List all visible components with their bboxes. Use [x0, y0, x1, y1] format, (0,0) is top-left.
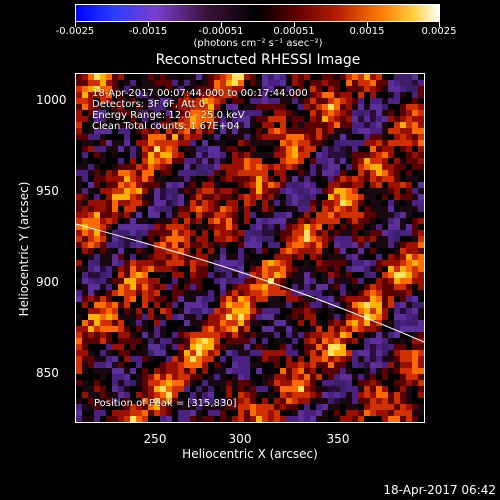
annotation-detectors: Detectors: 3F 6F, Att 0 [92, 99, 206, 110]
colorbar-tick [294, 22, 295, 27]
plot-title: Reconstructed RHESSI Image [155, 52, 361, 68]
x-tick-label: 300 [228, 432, 252, 446]
rhessi-image [76, 74, 424, 422]
colorbar-tick-label: 0.0025 [421, 26, 457, 37]
annotation-energy: Energy Range: 12.0 - 25.0 keV [92, 110, 245, 121]
y-tick-label: 950 [36, 184, 59, 198]
colorbar [75, 4, 440, 22]
colorbar-tick-label: -0.0025 [55, 26, 95, 37]
colorbar-tick-label: -0.00051 [198, 26, 244, 37]
plot-timestamp: 18-Apr-2017 06:42 [383, 483, 496, 497]
colorbar-tick [75, 22, 76, 27]
y-axis-title: Heliocentric Y (arcsec) [17, 181, 31, 317]
colorbar-unit: (photons cm⁻² s⁻¹ asec⁻²) [193, 38, 323, 49]
image-plot: 18-Apr-2017 00:07:44.000 to 00:17:44.000… [75, 73, 425, 423]
annotation-time: 18-Apr-2017 00:07:44.000 to 00:17:44.000 [92, 88, 308, 99]
annotation-clean: Clean Total counts: 1.67E+04 [92, 121, 240, 132]
y-tick-label: 900 [36, 275, 59, 289]
y-tick-label: 1000 [36, 93, 67, 107]
colorbar-tick [367, 22, 368, 27]
colorbar-tick-label: 0.00051 [273, 26, 315, 37]
annotation-peak: Position of Peak = [315,830] [94, 398, 237, 409]
x-axis-title: Heliocentric X (arcsec) [182, 447, 318, 461]
solar-limb-line [76, 223, 424, 343]
colorbar-tick [221, 22, 222, 27]
colorbar-tick [148, 22, 149, 27]
x-tick-label: 350 [326, 432, 350, 446]
y-tick-label: 850 [36, 366, 59, 380]
colorbar-tick [439, 22, 440, 27]
colorbar-tick-label: -0.0015 [128, 26, 168, 37]
x-tick-label: 250 [143, 432, 167, 446]
colorbar-tick-label: 0.0015 [349, 26, 385, 37]
